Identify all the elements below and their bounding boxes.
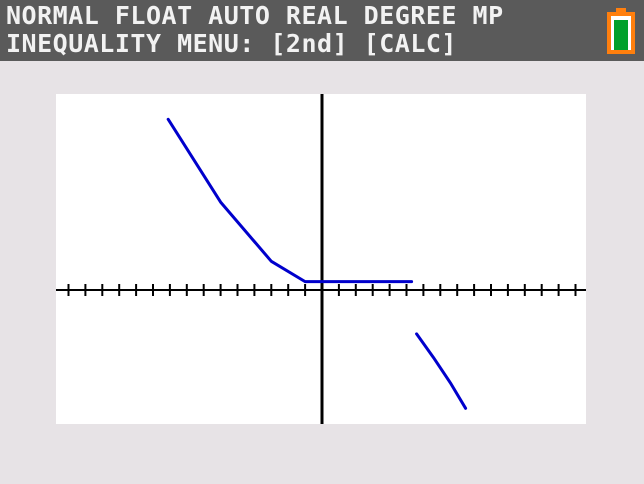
inequality-menu-hint: INEQUALITY MENU: [2nd] [CALC] — [6, 29, 457, 58]
graph-curves — [166, 117, 468, 410]
graph-curve-2 — [415, 332, 468, 410]
x-axis-ticks — [67, 284, 577, 296]
status-bar: NORMAL FLOAT AUTO REAL DEGREE MP INEQUAL… — [0, 0, 644, 61]
battery-icon — [606, 8, 636, 54]
mode-status-text: NORMAL FLOAT AUTO REAL DEGREE MP — [6, 1, 504, 30]
battery-cap — [616, 8, 626, 13]
graph-canvas — [56, 94, 586, 424]
graph-curve-1 — [166, 117, 414, 284]
battery-level-fill — [614, 20, 628, 50]
graph-window[interactable] — [56, 94, 586, 424]
